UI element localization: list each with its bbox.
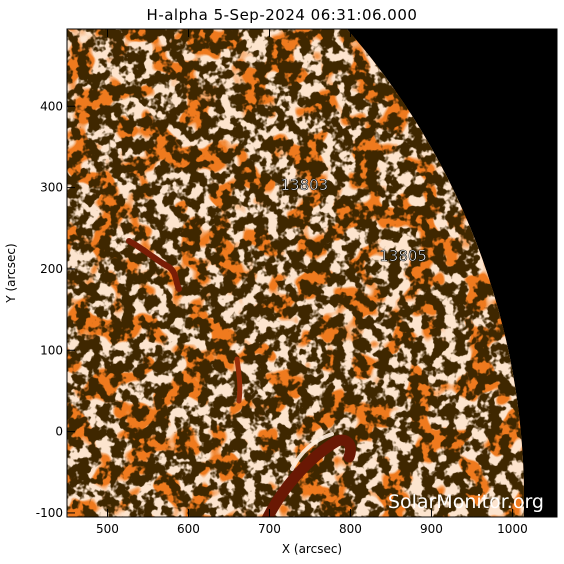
y-tick-label: -100 [36,506,63,520]
x-tick-label: 800 [339,522,362,536]
y-axis-label: Y (arcsec) [4,243,18,303]
x-tick-label: 600 [177,522,200,536]
x-axis-label: X (arcsec) [282,542,342,556]
y-tick-label: 100 [40,343,63,357]
y-tick-label: 300 [40,181,63,195]
x-tick-label: 1000 [497,522,528,536]
plot-title: H-alpha 5-Sep-2024 06:31:06.000 [146,6,418,24]
x-tick-label: 900 [420,522,443,536]
x-tick-label: 700 [258,522,281,536]
y-tick-label: 0 [55,425,63,439]
x-tick-label: 500 [96,522,119,536]
y-tick-label: 400 [40,99,63,113]
filament [234,356,243,404]
y-tick-label: 200 [40,262,63,276]
solar-image [67,29,557,517]
